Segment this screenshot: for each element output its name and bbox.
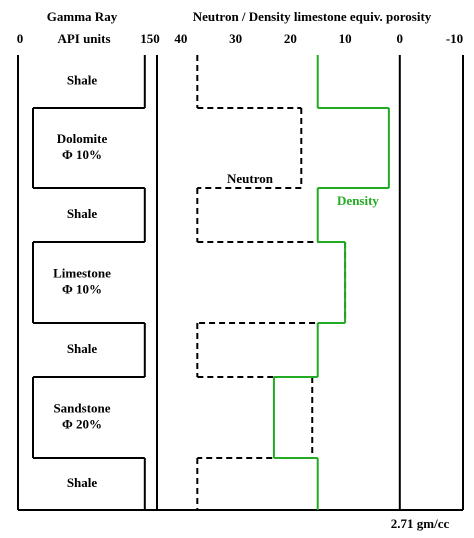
x-tick-label: 0 bbox=[17, 31, 24, 46]
x-tick-label: 40 bbox=[174, 31, 187, 46]
reference-label: 2.71 gm/cc bbox=[391, 516, 450, 531]
gamma-title: Gamma Ray bbox=[47, 9, 118, 24]
layer-name: Sandstone bbox=[53, 400, 110, 415]
layer-porosity: Φ 10% bbox=[62, 147, 102, 162]
x-tick-label: 0 bbox=[397, 31, 404, 46]
layer-name: Shale bbox=[67, 475, 98, 490]
porosity-title: Neutron / Density limestone equiv. poros… bbox=[193, 9, 432, 24]
x-tick-label: 30 bbox=[229, 31, 242, 46]
curve-label: Density bbox=[337, 193, 379, 208]
layer-name: Dolomite bbox=[57, 131, 108, 146]
curve-label: Neutron bbox=[227, 171, 274, 186]
layer-name: Limestone bbox=[53, 265, 111, 280]
layer-name: Shale bbox=[67, 206, 98, 221]
layer-porosity: Φ 20% bbox=[62, 416, 102, 431]
x-tick-label: 10 bbox=[339, 31, 352, 46]
layer-porosity: Φ 10% bbox=[62, 281, 102, 296]
layer-name: Shale bbox=[67, 341, 98, 356]
gamma-axis-label: API units bbox=[57, 31, 110, 46]
x-tick-label: 150 bbox=[140, 31, 160, 46]
x-tick-label: 20 bbox=[284, 31, 297, 46]
x-tick-label: -10 bbox=[446, 31, 463, 46]
layer-name: Shale bbox=[67, 72, 98, 87]
